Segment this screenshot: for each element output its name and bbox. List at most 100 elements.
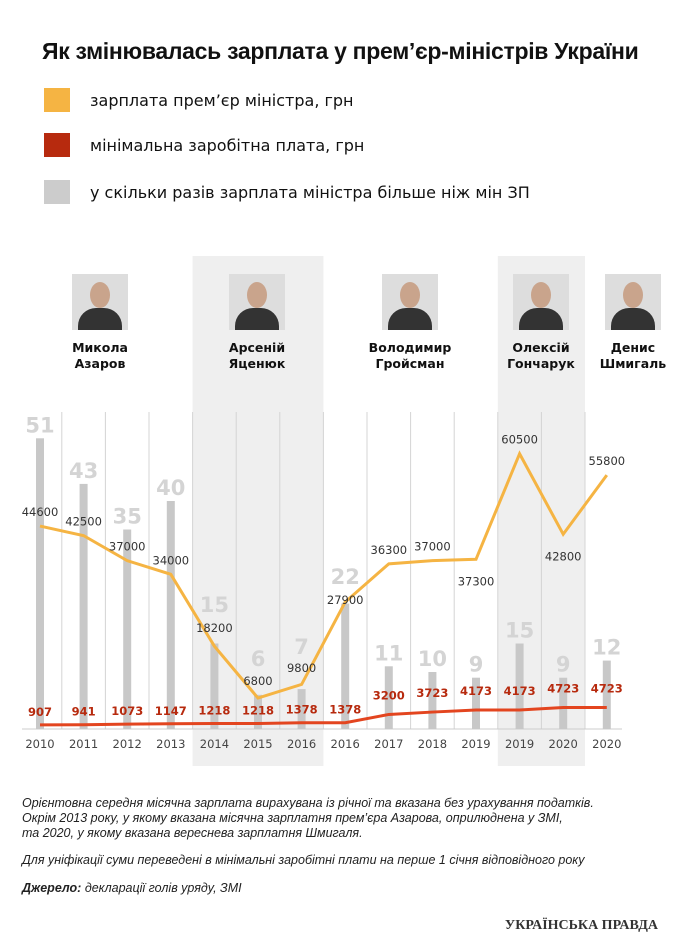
ratio-bar bbox=[254, 694, 262, 729]
person-last-name: Гончарук bbox=[507, 356, 575, 371]
pm-salary-label: 42800 bbox=[545, 549, 582, 563]
min-wage-label: 4723 bbox=[591, 682, 623, 696]
min-wage-label: 941 bbox=[72, 705, 96, 719]
pm-salary-label: 9800 bbox=[287, 661, 316, 675]
person-photo bbox=[72, 274, 128, 330]
pm-salary-label: 37300 bbox=[458, 574, 495, 588]
pm-salary-label: 36300 bbox=[371, 543, 408, 557]
ratio-bar bbox=[384, 666, 393, 729]
min-wage-label: 1378 bbox=[329, 703, 361, 717]
ratio-bar bbox=[341, 603, 350, 729]
min-wage-label: 1147 bbox=[155, 704, 187, 718]
x-tick-label: 2016 bbox=[287, 737, 316, 751]
logo: УКРАЇНСЬКА ПРАВДА bbox=[504, 918, 658, 933]
person-photo bbox=[382, 274, 438, 330]
pm-salary-label: 42500 bbox=[65, 515, 102, 529]
page-title: Як змінювалась зарплата у прем’єр-мініст… bbox=[42, 38, 639, 64]
legend-pm-salary: зарплата прем’єр міністра, грн bbox=[44, 88, 354, 112]
person-honcharuk: Олексій Гончарук bbox=[496, 274, 586, 372]
x-tick-label: 2019 bbox=[461, 737, 490, 751]
ratio-label: 15 bbox=[200, 593, 229, 617]
person-photo bbox=[605, 274, 661, 330]
ratio-label: 7 bbox=[294, 635, 309, 659]
person-first-name: Денис bbox=[610, 340, 656, 355]
x-tick-label: 2018 bbox=[418, 737, 447, 751]
ratio-label: 43 bbox=[69, 459, 98, 483]
x-tick-label: 2019 bbox=[505, 737, 534, 751]
person-first-name: Володимир bbox=[368, 340, 452, 355]
x-tick-label: 2013 bbox=[156, 737, 185, 751]
ratio-label: 6 bbox=[251, 647, 266, 671]
ratio-label: 22 bbox=[331, 565, 360, 589]
ratio-bar bbox=[472, 677, 480, 729]
min-wage-label: 907 bbox=[28, 705, 52, 719]
min-wage-label: 1218 bbox=[198, 703, 230, 717]
footnote-1: Орієнтовна середня місячна зарплата вира… bbox=[22, 796, 594, 841]
ratio-bar bbox=[515, 643, 524, 729]
ratio-bar bbox=[602, 660, 611, 729]
person-yatsenyuk: Арсеній Яценюк bbox=[212, 274, 302, 372]
legend-swatch bbox=[44, 180, 70, 204]
footnote-2: Для уніфікації суми переведені в мінімал… bbox=[22, 853, 585, 867]
min-wage-label: 4173 bbox=[504, 684, 536, 698]
legend-swatch bbox=[44, 133, 70, 157]
min-wage-line bbox=[39, 706, 607, 727]
person-photo bbox=[513, 274, 569, 330]
person-last-name: Яценюк bbox=[228, 356, 286, 371]
ratio-label: 9 bbox=[556, 653, 571, 677]
person-last-name: Шмигаль bbox=[599, 356, 667, 371]
x-tick-label: 2012 bbox=[113, 737, 142, 751]
ratio-label: 9 bbox=[469, 653, 484, 677]
x-tick-label: 2015 bbox=[243, 737, 272, 751]
x-tick-label: 2020 bbox=[549, 737, 578, 751]
ratio-label: 35 bbox=[113, 505, 142, 529]
ratio-bar bbox=[428, 672, 437, 729]
ratio-label: 12 bbox=[592, 636, 621, 660]
source-label: Джерело: bbox=[22, 881, 82, 895]
x-tick-label: 2010 bbox=[25, 737, 54, 751]
person-first-name: Олексій bbox=[512, 340, 570, 355]
x-tick-label: 2014 bbox=[200, 737, 229, 751]
min-wage-label: 4723 bbox=[547, 682, 579, 696]
legend-label: мінімальна заробітна плата, грн bbox=[90, 135, 365, 155]
person-photo bbox=[229, 274, 285, 330]
ratio-bar bbox=[123, 529, 132, 729]
legend-label: у скільки разів зарплата міністра більше… bbox=[90, 182, 530, 202]
legend-label: зарплата прем’єр міністра, грн bbox=[90, 90, 354, 110]
min-wage-label: 3723 bbox=[416, 686, 448, 700]
pm-salary-label: 6800 bbox=[243, 674, 272, 688]
source: Джерело: декларації голів уряду, ЗМІ bbox=[22, 881, 242, 896]
pm-salary-label: 37000 bbox=[414, 540, 451, 554]
ratio-label: 15 bbox=[505, 619, 534, 643]
person-last-name: Азаров bbox=[74, 356, 126, 371]
pm-salary-label: 44600 bbox=[22, 505, 59, 519]
person-azarov: Микола Азаров bbox=[55, 274, 145, 372]
x-tick-label: 2020 bbox=[592, 737, 621, 751]
legend-min-wage: мінімальна заробітна плата, грн bbox=[44, 133, 364, 157]
legend-ratio: у скільки разів зарплата міністра більше… bbox=[44, 180, 530, 204]
pm-salary-line bbox=[39, 450, 609, 700]
pm-salary-label: 27900 bbox=[327, 593, 364, 607]
pm-salary-label: 55800 bbox=[589, 454, 626, 468]
ratio-bar bbox=[210, 643, 219, 729]
pm-salary-label: 37000 bbox=[109, 540, 146, 554]
min-wage-label: 4173 bbox=[460, 684, 492, 698]
x-tick-label: 2016 bbox=[331, 737, 360, 751]
x-tick-label: 2017 bbox=[374, 737, 403, 751]
person-first-name: Арсеній bbox=[228, 340, 286, 355]
ratio-bar bbox=[297, 689, 306, 729]
source-text: декларації голів уряду, ЗМІ bbox=[81, 881, 242, 895]
legend-swatch bbox=[44, 88, 70, 112]
ratio-label: 40 bbox=[156, 476, 185, 500]
min-wage-label: 1073 bbox=[111, 704, 143, 718]
chart: 51 43 35 40 15 6 7 22 11 10 9 15 9 12 44600 42500 37000 3… bbox=[22, 256, 626, 766]
x-tick-label: 2011 bbox=[69, 737, 98, 751]
min-wage-label: 3200 bbox=[373, 688, 405, 702]
footnote-line: та 2020, у якому вказана вереснева зарпл… bbox=[22, 826, 363, 840]
person-shmyhal: Денис Шмигаль bbox=[588, 274, 678, 372]
min-wage-label: 1378 bbox=[286, 703, 318, 717]
ratio-label: 51 bbox=[25, 413, 54, 437]
ratio-label: 11 bbox=[374, 641, 403, 665]
footnote-line: Орієнтовна середня місячна зарплата вира… bbox=[22, 796, 594, 810]
ratio-bar bbox=[36, 438, 44, 729]
